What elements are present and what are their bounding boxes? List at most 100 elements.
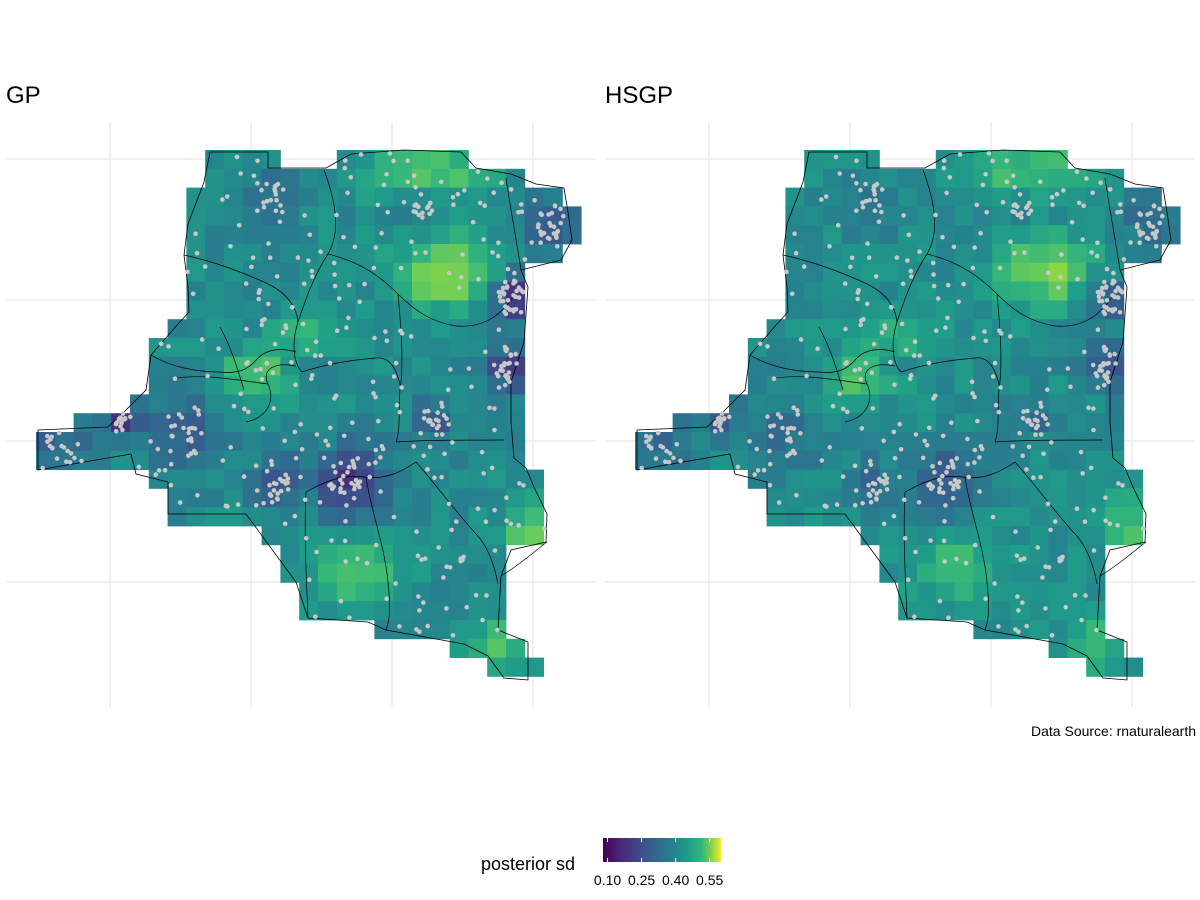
observation-point: [894, 255, 900, 260]
observation-point: [280, 209, 285, 215]
observation-point: [496, 327, 502, 332]
sd-tile: [468, 168, 488, 188]
observation-point: [202, 264, 208, 269]
sd-tile: [823, 187, 843, 207]
observation-point: [1010, 209, 1015, 214]
observation-point: [292, 429, 298, 435]
observation-point: [555, 228, 561, 234]
sd-tile: [374, 563, 394, 583]
sd-tile: [973, 469, 993, 489]
sd-tile: [691, 432, 711, 452]
observation-point: [1107, 187, 1113, 192]
sd-tile: [224, 450, 244, 470]
sd-tile: [992, 300, 1012, 320]
sd-tile: [1105, 488, 1125, 508]
observation-point: [270, 370, 276, 375]
observation-point: [785, 430, 790, 436]
sd-tile: [412, 432, 432, 452]
observation-point: [856, 288, 861, 293]
sd-tile: [992, 168, 1012, 188]
observation-point: [483, 519, 489, 524]
sd-tile: [785, 394, 805, 414]
observation-point: [373, 394, 378, 400]
observation-point: [459, 274, 464, 280]
sd-tile: [917, 356, 937, 376]
observation-point: [246, 409, 251, 415]
observation-point: [255, 208, 260, 213]
legend-tick-label: 0.55: [696, 872, 724, 888]
observation-point: [259, 376, 265, 382]
observation-point: [878, 478, 884, 484]
province-border: [818, 326, 844, 391]
sd-tile: [860, 526, 880, 546]
sd-tile: [729, 413, 749, 433]
sd-tile: [167, 488, 187, 508]
sd-tile: [954, 544, 974, 564]
observation-point: [503, 373, 509, 379]
observation-point: [275, 497, 280, 502]
observation-point: [940, 473, 945, 479]
sd-tile: [468, 375, 488, 395]
observation-point: [950, 495, 956, 501]
sd-tile: [412, 582, 432, 602]
sd-tile: [785, 187, 805, 207]
sd-tile: [917, 319, 937, 339]
observation-point: [273, 208, 279, 214]
sd-tile: [224, 507, 244, 527]
sd-tile: [860, 300, 880, 320]
observation-point: [307, 232, 313, 238]
observation-point: [397, 624, 402, 629]
sd-tile: [879, 206, 899, 226]
sd-tile: [823, 375, 843, 395]
observation-point: [327, 483, 332, 488]
observation-point: [280, 330, 286, 335]
observation-point: [342, 165, 348, 171]
sd-tile: [242, 356, 262, 376]
observation-point: [169, 424, 174, 429]
sd-tile: [917, 582, 937, 602]
observation-point: [507, 360, 512, 366]
sd-tile: [374, 582, 394, 602]
observation-point: [881, 521, 887, 527]
sd-tile: [430, 620, 450, 640]
sd-tile: [506, 413, 526, 433]
sd-tile: [992, 526, 1012, 546]
observation-point: [168, 482, 174, 488]
observation-point: [1080, 237, 1085, 242]
observation-point: [712, 429, 718, 434]
observation-point: [189, 425, 195, 431]
observation-point: [378, 455, 383, 460]
posterior-sd-tiles: [635, 150, 1181, 677]
observation-point: [228, 445, 233, 450]
observation-point: [464, 604, 470, 610]
observation-point: [1065, 366, 1071, 371]
sd-tile: [1011, 394, 1031, 414]
observation-point: [405, 179, 411, 185]
sd-tile: [917, 281, 937, 301]
sd-tile: [374, 281, 394, 301]
sd-tile: [841, 225, 861, 245]
province-border: [395, 439, 505, 443]
sd-tile: [412, 469, 432, 489]
sd-tile: [374, 469, 394, 489]
sd-tile: [299, 262, 319, 282]
observation-point: [282, 438, 288, 444]
observation-point: [873, 183, 878, 188]
sd-tile: [487, 657, 507, 677]
sd-tile: [318, 413, 338, 433]
observation-point: [789, 291, 795, 297]
observation-point: [299, 447, 305, 452]
sd-tile: [148, 432, 168, 452]
observation-point: [50, 445, 55, 451]
sd-tile: [205, 225, 225, 245]
observation-point: [1018, 557, 1023, 562]
observation-point: [491, 190, 497, 195]
sd-tile: [1011, 338, 1031, 358]
observation-point: [983, 338, 989, 344]
observation-point: [1038, 400, 1043, 406]
sd-tile: [468, 450, 488, 470]
observation-point: [1095, 385, 1101, 390]
observation-point: [321, 455, 327, 461]
sd-tile: [449, 450, 469, 470]
observation-point: [1152, 234, 1158, 239]
